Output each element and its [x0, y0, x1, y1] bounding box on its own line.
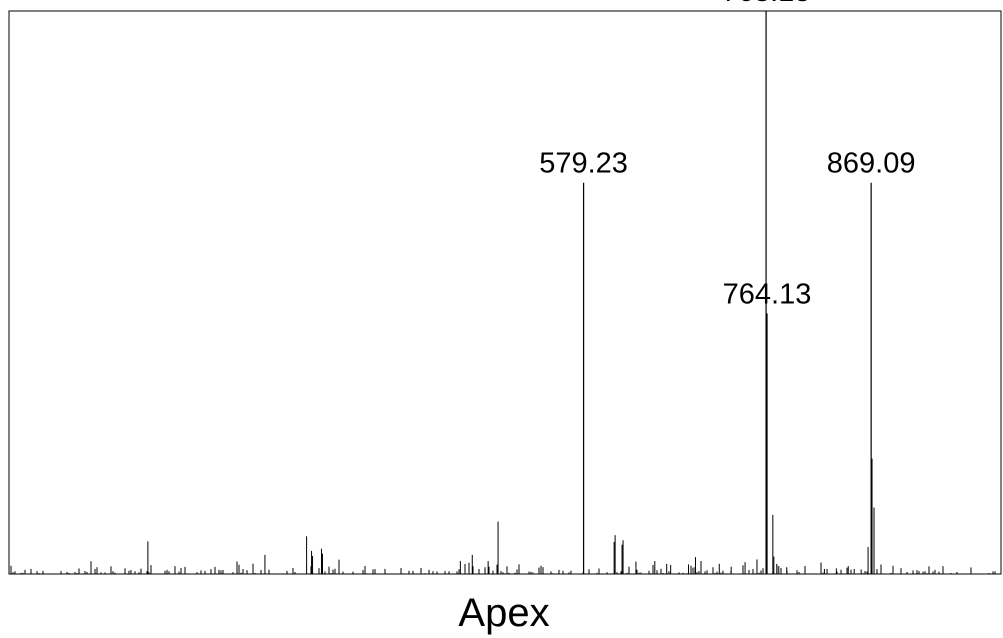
peak-label: 764.13 — [723, 278, 812, 310]
x-axis-label: Apex — [458, 591, 549, 635]
peak-label: 763.18 — [722, 0, 811, 8]
noise-peaks — [10, 559, 996, 574]
minor-peaks — [147, 458, 875, 574]
plot-frame — [8, 10, 1002, 575]
peak-label: 869.09 — [827, 148, 916, 180]
peak-label: 579.23 — [539, 148, 628, 180]
labeled-peaks: 579.23 763.18 764.13 869.09 — [539, 0, 915, 574]
